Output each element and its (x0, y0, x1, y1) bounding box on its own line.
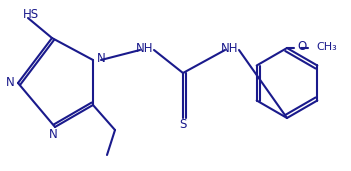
Text: N: N (97, 51, 105, 64)
Text: NH: NH (221, 42, 239, 55)
Text: NH: NH (136, 42, 154, 55)
Text: O: O (297, 41, 306, 54)
Text: N: N (49, 128, 57, 141)
Text: HS: HS (23, 9, 39, 22)
Text: CH₃: CH₃ (316, 42, 337, 52)
Text: N: N (6, 76, 14, 89)
Text: S: S (179, 119, 187, 131)
